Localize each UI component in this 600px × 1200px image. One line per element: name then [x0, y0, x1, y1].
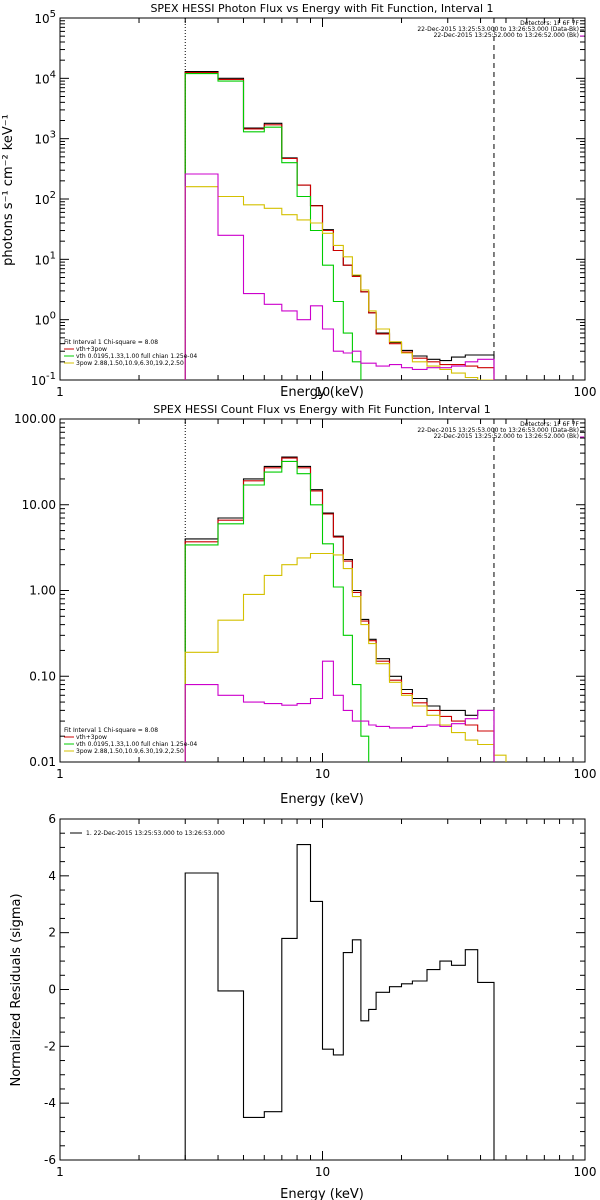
photon-series-group: [184, 70, 495, 380]
count-series-4: [184, 660, 495, 762]
photon-y-axis-label: photons s⁻¹ cm⁻² keV⁻¹: [1, 114, 16, 266]
count-plot-area: 1 10 100 0.01 0.10 1.00 10.00 100.00 Detectors: …: [14, 412, 597, 781]
photon-legend-header: Fit Interval 1 Chi-square = 8.08: [64, 339, 158, 346]
resid-x-axis-label: Energy (keV): [280, 1187, 364, 1200]
resid-y-axis-label: Normalized Residuals (sigma): [9, 893, 24, 1086]
count-series-0: [184, 456, 495, 762]
count-series-3: [184, 552, 507, 762]
photon-x-tick-label: 10: [315, 385, 330, 399]
count-info-text: Detectors: 1F 6F 7F: [520, 421, 579, 428]
photon-legend-text: 3pow 2.88,1.50,10.9,6.30,19.2,2.50: [76, 360, 184, 367]
count-y-tick-label: 100.00: [14, 412, 56, 426]
photon-info-text: 22-Dec-2015 13:25:53.000 to 13:26:53.000…: [417, 26, 579, 33]
photon-series-4: [184, 173, 495, 380]
resid-y-tick-label: -2: [44, 1039, 56, 1053]
photon-y-tick-label: 101: [34, 250, 56, 267]
photon-x-tick-label: 100: [574, 385, 597, 399]
photon-plot-area: 1 10 100 10-1 100 101 102 103 104 105 Detectors: 1…: [31, 9, 597, 399]
photon-y-tick-label: 105: [34, 9, 56, 26]
count-info-text: 22-Dec-2015 13:25:52.000 to 13:26:52.000…: [434, 433, 579, 440]
photon-x-tick-label: 1: [56, 385, 64, 399]
count-legend-text: 3pow 2.88,1.50,10.9,6.30,19.2,2.50: [76, 748, 184, 755]
photon-y-tick-label: 100: [34, 311, 56, 328]
photon-y-tick-label: 103: [34, 130, 56, 147]
resid-y-tick-label: 0: [48, 983, 56, 997]
count-x-tick-label: 100: [574, 767, 597, 781]
photon-info-text: 22-Dec-2015 13:25:52.000 to 13:26:52.000…: [434, 32, 579, 39]
resid-x-tick-label: 100: [574, 1165, 597, 1179]
resid-y-tick-label: -6: [44, 1153, 56, 1167]
count-legend-text: vth 0.0195,1.33,1.00 full chian 1.25e-04: [76, 741, 197, 748]
count-series-group: [184, 456, 507, 762]
panel-count-flux: SPEX HESSI Count Flux vs Energy with Fit…: [14, 403, 597, 807]
photon-y-tick-label: 10-1: [31, 371, 56, 388]
photon-y-tick-label: 102: [34, 190, 56, 207]
photon-series-3: [184, 186, 495, 380]
photon-chart-title: SPEX HESSI Photon Flux vs Energy with Fi…: [150, 2, 493, 15]
count-y-tick-label: 10.00: [22, 498, 56, 512]
photon-legend-text: vth+3pow: [76, 346, 107, 353]
resid-y-tick-label: 2: [48, 926, 56, 940]
count-x-tick-label: 1: [56, 767, 64, 781]
count-chart-title: SPEX HESSI Count Flux vs Energy with Fit…: [153, 403, 490, 416]
count-x-axis-label: Energy (keV): [280, 792, 364, 807]
count-info-text: 22-Dec-2015 13:25:53.000 to 13:26:53.000…: [417, 427, 579, 434]
panel-residuals: Normalized Residuals (sigma) Energy (keV…: [9, 812, 596, 1200]
resid-legend-text: 1. 22-Dec-2015 13:25:53.000 to 13:26:53.…: [86, 830, 225, 837]
resid-plot-area: 1 10 100 -6 -4 -2 0 2 4 6 1. 22-Dec-2015 13:25:53.…: [44, 812, 597, 1179]
resid-y-tick-label: -4: [44, 1096, 56, 1110]
count-y-tick-label: 0.10: [29, 669, 56, 683]
panel-photon-flux: SPEX HESSI Photon Flux vs Energy with Fi…: [1, 2, 597, 400]
count-series-2: [184, 460, 370, 762]
photon-x-axis-label: Energy (keV): [280, 385, 364, 400]
resid-x-tick-label: 10: [315, 1165, 330, 1179]
resid-y-tick-label: 6: [48, 812, 56, 826]
resid-series-group: [184, 844, 495, 1160]
photon-info-text: Detectors: 1F 6F 7F: [520, 20, 579, 27]
count-y-tick-label: 1.00: [29, 584, 56, 598]
count-x-tick-label: 10: [315, 767, 330, 781]
photon-legend-text: vth 0.0195,1.33,1.00 full chian 1.25e-04: [76, 353, 197, 360]
count-axes-box: [59, 418, 586, 763]
resid-y-tick-label: 4: [48, 869, 56, 883]
count-legend-text: vth+3pow: [76, 734, 107, 741]
photon-y-tick-label: 104: [34, 69, 56, 86]
resid-series-0: [184, 844, 495, 1160]
resid-x-tick-label: 1: [56, 1165, 64, 1179]
count-y-tick-label: 0.01: [29, 755, 56, 769]
count-legend-header: Fit Interval 1 Chi-square = 8.08: [64, 727, 158, 734]
photon-series-2: [184, 73, 362, 380]
